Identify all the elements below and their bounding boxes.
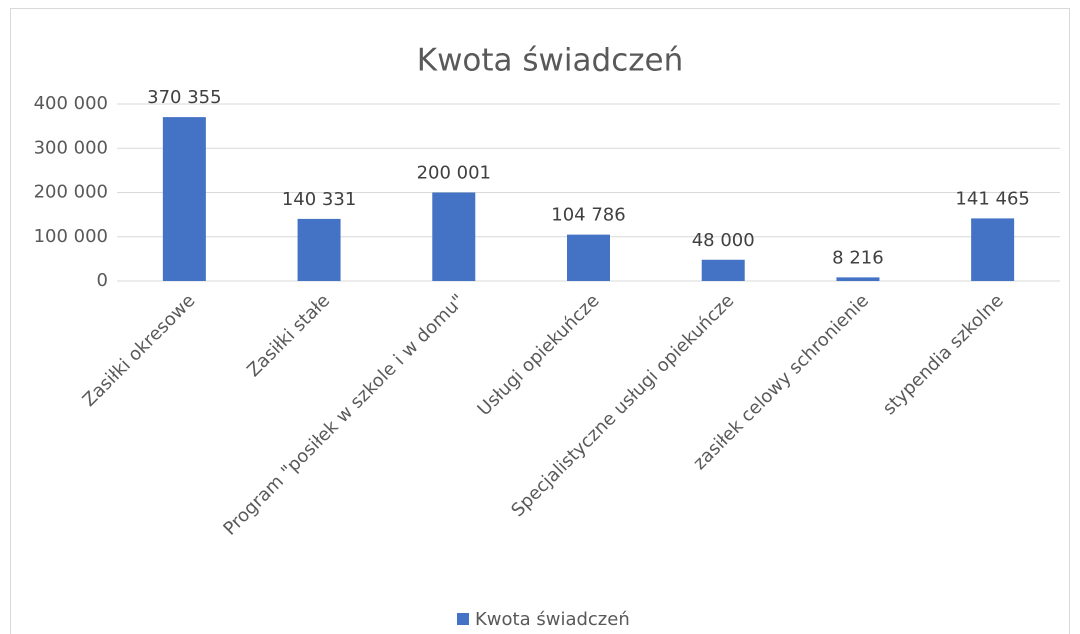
data-label: 104 786 — [551, 205, 625, 226]
y-tick-label: 300 000 — [34, 137, 108, 158]
data-label: 200 001 — [417, 162, 491, 183]
y-tick-label: 100 000 — [34, 226, 108, 247]
data-label: 140 331 — [282, 189, 356, 210]
bar — [701, 259, 745, 281]
data-label: 8 216 — [832, 247, 884, 268]
legend-swatch — [457, 613, 469, 625]
y-tick-label: 0 — [97, 270, 108, 291]
y-tick-label: 200 000 — [34, 182, 108, 203]
bar — [836, 277, 880, 281]
data-label: 141 465 — [955, 188, 1029, 209]
bar — [971, 218, 1015, 281]
chart-border — [10, 8, 1070, 634]
data-label: 370 355 — [147, 87, 221, 108]
y-tick-label: 400 000 — [34, 93, 108, 114]
data-label: 48 000 — [692, 230, 755, 251]
bar — [432, 192, 476, 281]
bar — [162, 117, 206, 281]
chart-title: Kwota świadczeń — [417, 43, 683, 79]
bar — [567, 234, 610, 281]
legend-label: Kwota świadczeń — [475, 609, 630, 630]
bar — [297, 218, 341, 281]
